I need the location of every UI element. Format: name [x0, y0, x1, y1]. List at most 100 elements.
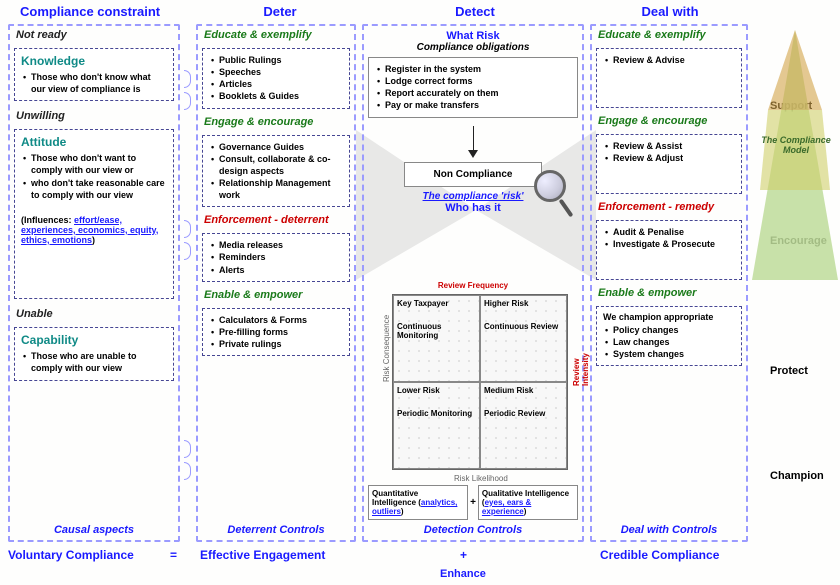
label-deterrent-controls: Deterrent Controls — [198, 524, 354, 536]
attitude-item-2: who don't take reasonable care to comply… — [23, 177, 167, 201]
label-y-axis: Risk Consequence — [382, 315, 391, 382]
box-dw-educate: Review & Advise — [596, 48, 742, 108]
header-deter: Deter — [225, 4, 335, 19]
col-compliance-constraint: Not ready Knowledge Those who don't know… — [8, 24, 180, 542]
label-review-frequency: Review Frequency — [438, 281, 508, 290]
label-enable: Enable & empower — [198, 286, 354, 304]
obligation-item: Register in the system — [377, 63, 571, 75]
label-dw-enable: Enable & empower — [592, 284, 746, 302]
quad-medium-risk: Medium RiskPeriodic Review — [480, 382, 567, 469]
connector-icon — [181, 440, 193, 480]
box-dw-enforce: Audit & Penalise Investigate & Prosecute — [596, 220, 742, 280]
plus-icon: + — [470, 497, 476, 508]
label-causal-aspects: Causal aspects — [10, 524, 178, 536]
deter-item: Booklets & Guides — [211, 90, 343, 102]
label-detection-controls: Detection Controls — [364, 524, 582, 536]
label-dw-educate: Educate & exemplify — [592, 26, 746, 44]
col-detect: What Risk Compliance obligations Registe… — [362, 24, 584, 542]
label-protect: Protect — [770, 365, 808, 377]
dw-item: Investigate & Prosecute — [605, 238, 735, 250]
dw-item: System changes — [605, 348, 735, 360]
box-qualitative-intel: Qualitative Intelligence (eyes, ears & e… — [478, 485, 578, 520]
risk-quadrant: Key TaxpayerContinuous Monitoring Higher… — [392, 294, 568, 470]
label-x-axis: Risk Likelihood — [454, 474, 508, 483]
label-educate: Educate & exemplify — [198, 26, 354, 44]
label-review-intensity: Review Intensity — [572, 353, 590, 386]
dw-item: Policy changes — [605, 324, 735, 336]
label-champion: Champion — [770, 470, 824, 482]
obligation-item: Lodge correct forms — [377, 75, 571, 87]
header-deal-with: Deal with — [610, 4, 730, 19]
label-unwilling: Unwilling — [10, 107, 178, 125]
col-deal-with: Educate & exemplify Review & Advise Enga… — [590, 24, 748, 542]
quad-lower-risk: Lower RiskPeriodic Monitoring — [393, 382, 480, 469]
deter-item: Speeches — [211, 66, 343, 78]
label-compliance-obligations: Compliance obligations — [364, 42, 582, 53]
header-detect: Detect — [400, 4, 550, 19]
deter-item: Relationship Management work — [211, 177, 343, 201]
label-credible-compliance: Credible Compliance — [600, 548, 719, 562]
deter-item: Governance Guides — [211, 141, 343, 153]
heading-capability: Capability — [21, 333, 167, 347]
connector-icon — [181, 70, 193, 110]
deter-item: Media releases — [211, 239, 343, 251]
label-enhance: Enhance — [440, 568, 486, 580]
label-deal-with-controls: Deal with Controls — [592, 524, 746, 536]
box-attitude: Attitude Those who don't want to comply … — [14, 129, 174, 299]
deter-item: Consult, collaborate & co-design aspects — [211, 153, 343, 177]
box-dw-enable: We champion appropriate Policy changes L… — [596, 306, 742, 366]
label-enforcement-deterrent: Enforcement - deterrent — [198, 211, 354, 229]
deter-item: Public Rulings — [211, 54, 343, 66]
box-knowledge: Knowledge Those who don't know what our … — [14, 48, 174, 101]
connector-icon — [181, 220, 193, 260]
heading-attitude: Attitude — [21, 135, 167, 149]
obligation-item: Report accurately on them — [377, 87, 571, 99]
heading-knowledge: Knowledge — [21, 54, 167, 68]
capability-item: Those who are unable to comply with our … — [23, 350, 167, 374]
dw-item: Review & Adjust — [605, 152, 735, 164]
obligation-item: Pay or make transfers — [377, 99, 571, 111]
box-deter-enforce: Media releases Reminders Alerts — [202, 233, 350, 281]
label-dw-engage: Engage & encourage — [592, 112, 746, 130]
deter-item: Reminders — [211, 251, 343, 263]
box-obligations: Register in the system Lodge correct for… — [368, 57, 578, 118]
box-deter-enable: Calculators & Forms Pre-filling forms Pr… — [202, 308, 350, 356]
box-noncompliance: Non Compliance — [404, 162, 542, 187]
deter-item: Calculators & Forms — [211, 314, 343, 326]
equals-icon: = — [170, 548, 177, 562]
label-not-ready: Not ready — [10, 26, 178, 44]
label-unable: Unable — [10, 305, 178, 323]
dw-item: Law changes — [605, 336, 735, 348]
box-deter-engage: Governance Guides Consult, collaborate &… — [202, 135, 350, 208]
attitude-influences: (Influences: effort/ease, experiences, e… — [21, 215, 167, 245]
dw-item: Review & Assist — [605, 140, 735, 152]
knowledge-item: Those who don't know what our view of co… — [23, 71, 167, 95]
box-quantitative-intel: Quantitative Intelligence (analytics, ou… — [368, 485, 468, 520]
label-dw-enforce: Enforcement - remedy — [592, 198, 746, 216]
arrow-down-icon — [364, 122, 582, 162]
dw-item: Review & Advise — [605, 54, 735, 66]
label-engage: Engage & encourage — [198, 113, 354, 131]
deter-item: Private rulings — [211, 338, 343, 350]
attitude-item-1: Those who don't want to comply with our … — [23, 152, 167, 176]
deter-item: Alerts — [211, 264, 343, 276]
label-what-risk: What Risk — [364, 30, 582, 42]
magnifier-icon — [528, 168, 578, 218]
box-capability: Capability Those who are unable to compl… — [14, 327, 174, 380]
box-deter-educate: Public Rulings Speeches Articles Booklet… — [202, 48, 350, 109]
quad-higher-risk: Higher RiskContinuous Review — [480, 295, 567, 382]
link-compliance-risk[interactable]: The compliance 'risk' — [423, 191, 524, 202]
dw-enable-note: We champion appropriate — [603, 312, 735, 322]
label-voluntary-compliance: Voluntary Compliance — [8, 548, 134, 562]
box-dw-engage: Review & Assist Review & Adjust — [596, 134, 742, 194]
col-deter: Educate & exemplify Public Rulings Speec… — [196, 24, 356, 542]
dw-item: Audit & Penalise — [605, 226, 735, 238]
quad-key-taxpayer: Key TaxpayerContinuous Monitoring — [393, 295, 480, 382]
label-effective-engagement: Effective Engagement — [200, 548, 325, 562]
label-pyramid: The Compliance Model — [760, 135, 832, 155]
deter-item: Articles — [211, 78, 343, 90]
header-compliance-constraint: Compliance constraint — [20, 4, 180, 19]
compliance-pyramid — [752, 30, 838, 280]
plus-icon: + — [460, 548, 467, 562]
deter-item: Pre-filling forms — [211, 326, 343, 338]
